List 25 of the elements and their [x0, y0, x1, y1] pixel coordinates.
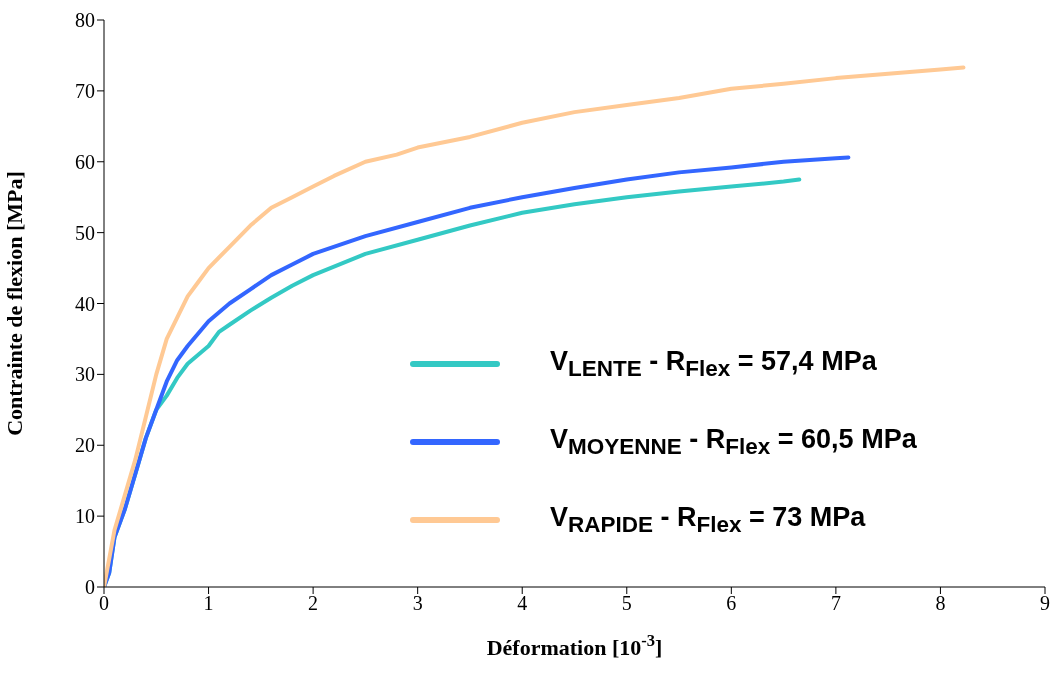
y-tick-label: 0 — [85, 576, 95, 599]
y-tick-label: 10 — [75, 505, 95, 528]
x-tick-label: 2 — [308, 592, 319, 615]
x-tick-label: 9 — [1040, 592, 1050, 615]
y-tick-label: 80 — [75, 9, 95, 32]
y-tick-label: 20 — [75, 434, 95, 457]
line-series — [104, 65, 966, 587]
legend-label: V$_{LENTE}$ - R$_{Flex}$ = 57,4 MPa — [550, 345, 877, 383]
x-tick-label: 8 — [935, 592, 946, 615]
x-tick-label: 1 — [203, 592, 214, 615]
x-tick-label: 3 — [412, 592, 423, 615]
x-tick-label: 0 — [99, 592, 109, 615]
y-tick-label: 30 — [75, 363, 95, 386]
x-tick-label: 4 — [517, 592, 528, 615]
x-tick-label: 7 — [830, 592, 841, 615]
x-tick-label: 6 — [726, 592, 737, 615]
y-axis-title: Contrainte de flexion [MPa] — [2, 171, 27, 436]
y-tick-label: 50 — [75, 221, 95, 244]
y-tick-label: 70 — [75, 79, 95, 102]
x-axis-title: Déformation [10$^{-3}$] — [486, 630, 663, 660]
legend-label: V$_{MOYENNE}$ - R$_{Flex}$ = 60,5 MPa — [550, 423, 917, 461]
x-tick-label: 5 — [621, 592, 632, 615]
y-tick-label: 60 — [75, 150, 95, 173]
y-tick-label: 40 — [75, 292, 95, 315]
legend-label: V$_{RAPIDE}$ - R$_{Flex}$ = 73 MPa — [550, 501, 866, 539]
